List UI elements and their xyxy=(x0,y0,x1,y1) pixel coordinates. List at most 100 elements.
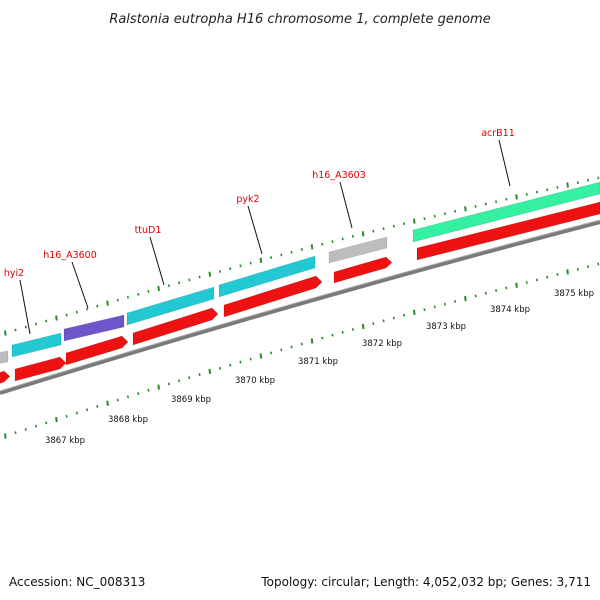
outer-tick-8 xyxy=(86,307,89,311)
scale-tick-5 xyxy=(55,416,58,423)
leader-h16-a3600 xyxy=(71,261,89,309)
outer-tick-33 xyxy=(341,237,344,241)
leader-h16-a3603 xyxy=(339,181,353,229)
scale-tick-56 xyxy=(576,267,579,271)
outer-tick-28 xyxy=(290,250,293,254)
scale-tick-46 xyxy=(474,294,477,298)
outer-tick-21 xyxy=(218,269,222,273)
backbone-highlight xyxy=(0,219,600,392)
outer-tick-4 xyxy=(45,319,48,323)
leader-hyi2 xyxy=(19,279,31,335)
scale-tick-18 xyxy=(188,376,191,380)
scale-tick-28 xyxy=(290,345,293,349)
kbp-label-3875: 3875 kbp xyxy=(554,289,594,299)
outer-tick-9 xyxy=(96,304,99,308)
cds-band-h16-a3603 xyxy=(333,256,393,284)
outer-tick-22 xyxy=(229,267,232,271)
scale-tick-2 xyxy=(24,427,27,431)
outer-tick-47 xyxy=(484,202,487,206)
kbp-label-layer: 3867 kbp 3868 kbp 3869 kbp 3870 kbp 3871… xyxy=(45,289,594,446)
scale-tick-1 xyxy=(14,431,17,435)
feature-band-acrb11 xyxy=(412,181,600,243)
scale-tick-37 xyxy=(382,319,385,323)
scale-tick-41 xyxy=(423,308,426,312)
scale-tick-31 xyxy=(321,336,324,340)
accession-text: Accession: NC_008313 xyxy=(9,575,145,589)
scale-tick-51 xyxy=(525,281,528,284)
scale-tick-35 xyxy=(361,323,365,330)
scale-tick-20 xyxy=(208,368,212,375)
outer-tick-45 xyxy=(464,206,467,212)
outer-tick-12 xyxy=(126,295,130,299)
outer-tick-23 xyxy=(239,264,242,268)
scale-tick-16 xyxy=(167,382,170,386)
scale-tick-34 xyxy=(351,327,354,331)
scale-tick-36 xyxy=(372,322,375,326)
scale-tick-32 xyxy=(331,333,334,337)
scale-tick-30 xyxy=(310,338,314,344)
outer-tick-3 xyxy=(34,322,38,326)
scale-tick-44 xyxy=(454,299,457,303)
scale-tick-27 xyxy=(280,348,283,352)
outer-tick-27 xyxy=(280,253,283,257)
scale-tick-12 xyxy=(126,395,130,399)
scale-tick-10 xyxy=(106,400,109,406)
outer-tick-43 xyxy=(443,212,447,216)
scale-tick-0 xyxy=(4,433,7,439)
map-title: Ralstonia eutropha H16 chromosome 1, com… xyxy=(109,12,490,27)
gene-label-hyi2: hyi2 xyxy=(4,268,24,279)
scale-tick-48 xyxy=(494,289,498,292)
scale-tick-4 xyxy=(45,421,48,425)
scale-tick-23 xyxy=(239,360,242,364)
scale-tick-25 xyxy=(259,353,263,359)
outer-tick-34 xyxy=(351,234,354,238)
kbp-label-3870: 3870 kbp xyxy=(235,376,275,386)
leader-ttud1 xyxy=(149,236,165,286)
outer-tick-24 xyxy=(249,261,252,265)
outer-tick-35 xyxy=(361,231,365,237)
gene-label-pyk2: pyk2 xyxy=(236,194,259,205)
scale-tick-11 xyxy=(116,398,119,402)
scale-tick-39 xyxy=(402,313,406,317)
outer-tick-32 xyxy=(331,240,334,243)
scale-tick-19 xyxy=(198,373,201,376)
backbone-line xyxy=(0,220,600,395)
outer-tick-11 xyxy=(116,298,119,302)
genome-summary-text: Topology: circular; Length: 4,052,032 bp… xyxy=(260,575,591,589)
scale-tick-21 xyxy=(218,366,222,370)
kbp-label-3873: 3873 kbp xyxy=(426,322,466,332)
scale-tick-6 xyxy=(65,414,68,418)
outer-tick-29 xyxy=(300,248,303,251)
outer-tick-14 xyxy=(147,290,150,293)
outer-tick-25 xyxy=(259,257,263,263)
scale-tick-42 xyxy=(433,305,436,309)
outer-tick-6 xyxy=(65,313,68,317)
outer-tick-48 xyxy=(494,200,498,204)
outer-tick-18 xyxy=(188,278,191,282)
scale-tick-9 xyxy=(96,405,99,408)
outer-tick-0 xyxy=(4,330,7,336)
feature-band-ttud1 xyxy=(126,286,215,326)
outer-tick-40 xyxy=(412,218,416,224)
scale-tick-14 xyxy=(147,388,150,392)
gene-label-ttud1: ttuD1 xyxy=(135,225,162,236)
outer-tick-row xyxy=(4,176,600,336)
outer-tick-13 xyxy=(137,292,140,296)
feature-band-hyi2 xyxy=(11,332,62,358)
scale-tick-24 xyxy=(249,357,252,361)
cds-band-left xyxy=(0,370,11,384)
kbp-label-3867: 3867 kbp xyxy=(45,436,85,446)
outer-tick-15 xyxy=(157,285,160,292)
kbp-label-3874: 3874 kbp xyxy=(490,305,530,315)
outer-tick-26 xyxy=(270,256,273,260)
outer-tick-31 xyxy=(321,242,324,246)
scale-tick-55 xyxy=(566,269,569,275)
outer-tick-53 xyxy=(546,188,549,192)
outer-tick-38 xyxy=(392,224,395,228)
scale-tick-45 xyxy=(464,296,467,302)
outer-tick-5 xyxy=(55,315,58,321)
outer-tick-42 xyxy=(433,214,436,218)
outer-tick-52 xyxy=(535,190,539,194)
feature-band-h16-a3600 xyxy=(63,314,125,342)
